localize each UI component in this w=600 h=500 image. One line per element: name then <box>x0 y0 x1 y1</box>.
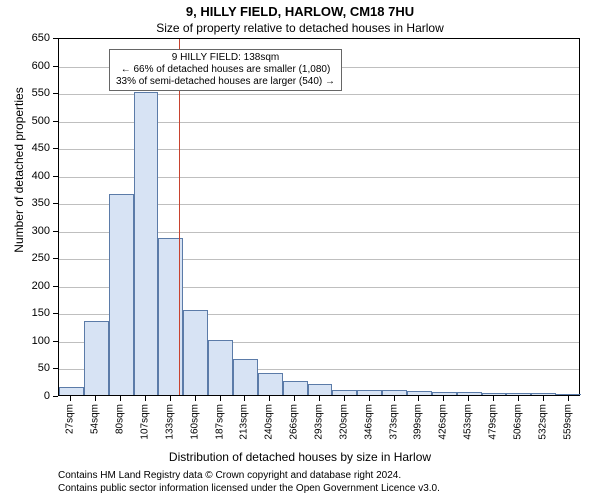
histogram-bar <box>357 390 382 396</box>
caption-line-1: Contains HM Land Registry data © Crown c… <box>58 470 401 481</box>
annot-line-2: ← 66% of detached houses are smaller (1,… <box>116 64 335 76</box>
x-tick-mark <box>220 396 221 401</box>
histogram-bar <box>407 391 432 395</box>
x-tick-label: 293sqm <box>314 404 325 440</box>
histogram-bar <box>482 393 507 395</box>
chart-subtitle: Size of property relative to detached ho… <box>0 21 600 35</box>
x-tick-mark <box>369 396 370 401</box>
histogram-bar <box>84 321 109 395</box>
y-tick-label: 450 <box>0 142 50 154</box>
annot-line-3: 33% of semi-detached houses are larger (… <box>116 76 335 88</box>
x-tick-mark <box>145 396 146 401</box>
x-tick-label: 27sqm <box>65 404 76 434</box>
x-tick-label: 399sqm <box>413 404 424 440</box>
x-tick-label: 479sqm <box>488 404 499 440</box>
histogram-bar <box>233 359 258 395</box>
x-tick-mark <box>394 396 395 401</box>
x-tick-mark <box>518 396 519 401</box>
y-tick-label: 400 <box>0 170 50 182</box>
histogram-bar <box>283 381 308 395</box>
x-tick-mark <box>344 396 345 401</box>
x-axis-label: Distribution of detached houses by size … <box>0 450 600 464</box>
x-tick-label: 453sqm <box>463 404 474 440</box>
histogram-bar <box>308 384 333 395</box>
x-tick-mark <box>543 396 544 401</box>
reference-line <box>179 39 180 395</box>
x-tick-label: 506sqm <box>512 404 523 440</box>
histogram-bar <box>208 340 233 395</box>
x-tick-label: 346sqm <box>363 404 374 440</box>
y-tick-label: 600 <box>0 60 50 72</box>
histogram-bar <box>332 390 357 396</box>
x-tick-label: 373sqm <box>388 404 399 440</box>
x-tick-mark <box>418 396 419 401</box>
x-tick-label: 426sqm <box>438 404 449 440</box>
x-tick-mark <box>120 396 121 401</box>
x-tick-mark <box>244 396 245 401</box>
histogram-bar <box>432 392 457 395</box>
x-tick-mark <box>568 396 569 401</box>
y-tick-label: 250 <box>0 252 50 264</box>
histogram-bar <box>382 390 407 396</box>
x-tick-mark <box>468 396 469 401</box>
plot-area: 9 HILLY FIELD: 138sqm← 66% of detached h… <box>58 38 580 396</box>
y-tick-label: 50 <box>0 362 50 374</box>
x-tick-label: 213sqm <box>239 404 250 440</box>
x-tick-label: 54sqm <box>90 404 101 434</box>
histogram-bar <box>556 394 581 395</box>
histogram-bar <box>506 393 531 395</box>
x-tick-mark <box>70 396 71 401</box>
annot-line-1: 9 HILLY FIELD: 138sqm <box>116 52 335 64</box>
y-tick-label: 200 <box>0 280 50 292</box>
x-tick-mark <box>319 396 320 401</box>
annotation-box: 9 HILLY FIELD: 138sqm← 66% of detached h… <box>109 49 342 91</box>
x-tick-mark <box>443 396 444 401</box>
x-tick-label: 240sqm <box>264 404 275 440</box>
x-tick-mark <box>294 396 295 401</box>
x-tick-label: 107sqm <box>140 404 151 440</box>
x-tick-label: 532sqm <box>537 404 548 440</box>
y-tick-label: 100 <box>0 335 50 347</box>
y-tick-label: 300 <box>0 225 50 237</box>
x-tick-label: 320sqm <box>338 404 349 440</box>
histogram-bar <box>457 392 482 395</box>
y-tick-mark <box>53 396 58 397</box>
y-tick-label: 650 <box>0 32 50 44</box>
histogram-bar <box>258 373 283 395</box>
x-tick-mark <box>195 396 196 401</box>
x-tick-label: 80sqm <box>115 404 126 434</box>
x-tick-mark <box>269 396 270 401</box>
caption-line-2: Contains public sector information licen… <box>58 483 440 494</box>
x-tick-label: 160sqm <box>189 404 200 440</box>
chart-title: 9, HILLY FIELD, HARLOW, CM18 7HU <box>0 0 600 19</box>
y-tick-label: 150 <box>0 307 50 319</box>
x-tick-mark <box>95 396 96 401</box>
y-tick-label: 0 <box>0 390 50 402</box>
histogram-bar <box>59 387 84 395</box>
y-tick-label: 350 <box>0 197 50 209</box>
x-tick-label: 133sqm <box>164 404 175 440</box>
y-tick-label: 500 <box>0 115 50 127</box>
x-tick-label: 187sqm <box>214 404 225 440</box>
x-tick-label: 266sqm <box>289 404 300 440</box>
y-tick-label: 550 <box>0 87 50 99</box>
histogram-bar <box>109 194 134 395</box>
x-tick-label: 559sqm <box>562 404 573 440</box>
histogram-bar <box>531 393 556 395</box>
histogram-bar <box>183 310 208 395</box>
histogram-bar <box>134 92 159 395</box>
x-tick-mark <box>170 396 171 401</box>
x-tick-mark <box>493 396 494 401</box>
